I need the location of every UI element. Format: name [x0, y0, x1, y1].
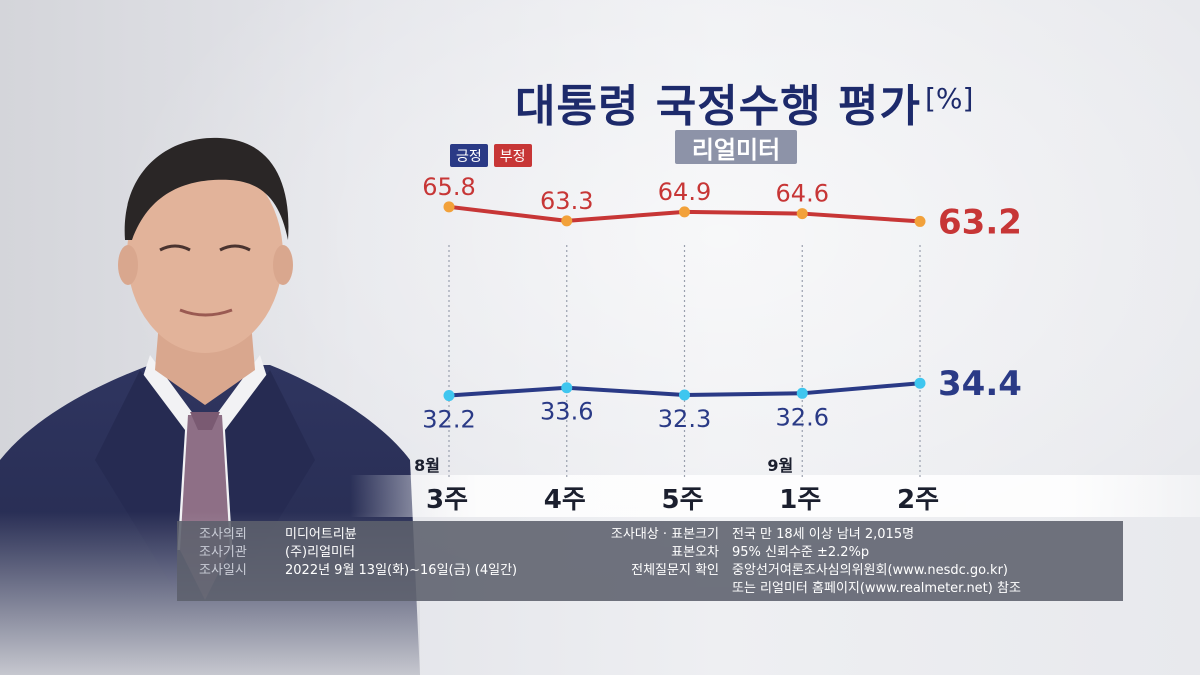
info-right-value-2: 중앙선거여론조사심의위원회(www.nesdc.go.kr) [732, 563, 1008, 578]
info-right-key-1: 표본오차 [671, 545, 719, 560]
x-axis-band [350, 475, 1200, 517]
negative-point [796, 208, 808, 220]
legend-negative: 부정 [493, 144, 532, 167]
info-right-key-0: 조사대상 · 표본크기 [610, 527, 719, 542]
info-left-2: 조사일시 2022년 9월 13일(화)~16일(금) (4일간) [199, 563, 517, 579]
positive-data-label: 32.2 [422, 406, 475, 434]
positive-data-label: 32.6 [776, 403, 829, 431]
info-right-key-2: 전체질문지 확인 [631, 563, 719, 578]
positive-point [914, 377, 926, 389]
positive-point [679, 389, 690, 401]
negative-data-label: 63.2 [938, 202, 1022, 242]
info-key: 조사기관 [199, 545, 247, 560]
negative-data-label: 65.8 [422, 173, 475, 201]
info-right-value-0: 전국 만 18세 이상 남녀 2,015명 [732, 527, 915, 542]
x-tick-label: 2주 [897, 485, 939, 515]
negative-point [914, 215, 926, 227]
unit-label: [%] [925, 82, 974, 115]
month-label: 8월 [414, 456, 440, 475]
negative-point [443, 201, 455, 213]
info-value: 2022년 9월 13일(화)~16일(금) (4일간) [285, 563, 518, 578]
info-key: 조사일시 [199, 563, 247, 578]
positive-point [443, 390, 455, 402]
legend: 긍정 부정 [450, 144, 532, 167]
x-tick-label: 3주 [426, 485, 468, 515]
info-right-value-3: 또는 리얼미터 홈페이지(www.realmeter.net) 참조 [732, 581, 1021, 596]
info-value: 미디어트리뷴 [285, 527, 357, 542]
negative-point [561, 215, 573, 227]
info-right-value-1: 95% 신뢰수준 ±2.2%p [732, 545, 870, 560]
month-label: 9월 [767, 456, 793, 475]
legend-positive: 긍정 [450, 144, 488, 167]
positive-data-label: 34.4 [938, 364, 1022, 404]
positive-data-label: 32.3 [658, 405, 711, 433]
chart-title: 대통령 국정수행 평가 [515, 81, 921, 132]
info-left-1: 조사기관 (주)리얼미터 [199, 545, 355, 561]
x-tick-label: 4주 [544, 485, 586, 515]
source-badge: 리얼미터 [675, 130, 797, 164]
info-value: (주)리얼미터 [285, 545, 355, 560]
positive-data-label: 33.6 [540, 398, 593, 426]
negative-point [679, 206, 690, 218]
positive-point [796, 387, 808, 399]
negative-data-label: 64.6 [776, 180, 829, 208]
x-tick-label: 5주 [661, 485, 703, 515]
x-tick-label: 1주 [779, 485, 821, 515]
info-left-0: 조사의뢰 미디어트리뷴 [199, 527, 357, 543]
negative-data-label: 64.9 [658, 178, 711, 206]
positive-point [561, 382, 573, 394]
info-key: 조사의뢰 [199, 527, 247, 542]
survey-info-panel: 조사의뢰 미디어트리뷴 조사기관 (주)리얼미터 조사일시 2022년 9월 1… [177, 521, 1123, 601]
negative-data-label: 63.3 [540, 187, 593, 215]
